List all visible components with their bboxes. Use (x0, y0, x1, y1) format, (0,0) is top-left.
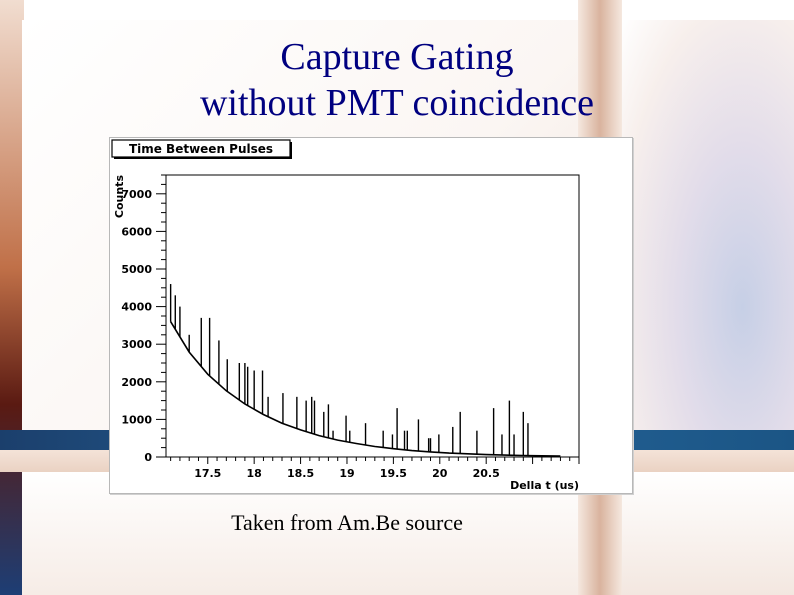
x-tick-label: 17.5 (194, 467, 221, 480)
y-axis-label: Counts (113, 175, 126, 219)
x-tick-label: 18 (247, 467, 262, 480)
x-tick-label: 20.5 (473, 467, 500, 480)
x-tick-label: 19 (339, 467, 354, 480)
y-tick-label: 6000 (121, 225, 152, 238)
slide-title: Capture Gating without PMT coincidence (199, 36, 594, 124)
x-tick-label: 18.5 (287, 467, 314, 480)
background-top-right-panel (622, 20, 794, 430)
background-bottom-right-panel (622, 472, 794, 595)
x-tick-label: 20 (432, 467, 448, 480)
chart-title: Time Between Pulses (129, 142, 273, 156)
decay-baseline-line (169, 321, 561, 457)
slide-caption: Taken from Am.Be source (231, 510, 463, 535)
background-left-gradient (0, 0, 24, 595)
y-tick-label: 0 (144, 451, 152, 464)
histogram-chart: Time Between Pulses 0 1000 2000 3000 4000 5000… (111, 139, 580, 492)
plot-panel: Time Between Pulses 0 1000 2000 3000 4000 5000… (109, 137, 633, 494)
x-tick-label: 19.5 (380, 467, 407, 480)
plot-frame (165, 174, 580, 458)
y-tick-label: 3000 (121, 338, 152, 351)
y-tick-label: 4000 (121, 301, 152, 314)
y-tick-label: 7000 (121, 188, 152, 201)
y-tick-label: 2000 (121, 376, 152, 389)
y-tick-label: 5000 (121, 263, 152, 276)
x-axis-label: Della t (us) (510, 479, 579, 492)
y-tick-label: 1000 (121, 413, 152, 426)
